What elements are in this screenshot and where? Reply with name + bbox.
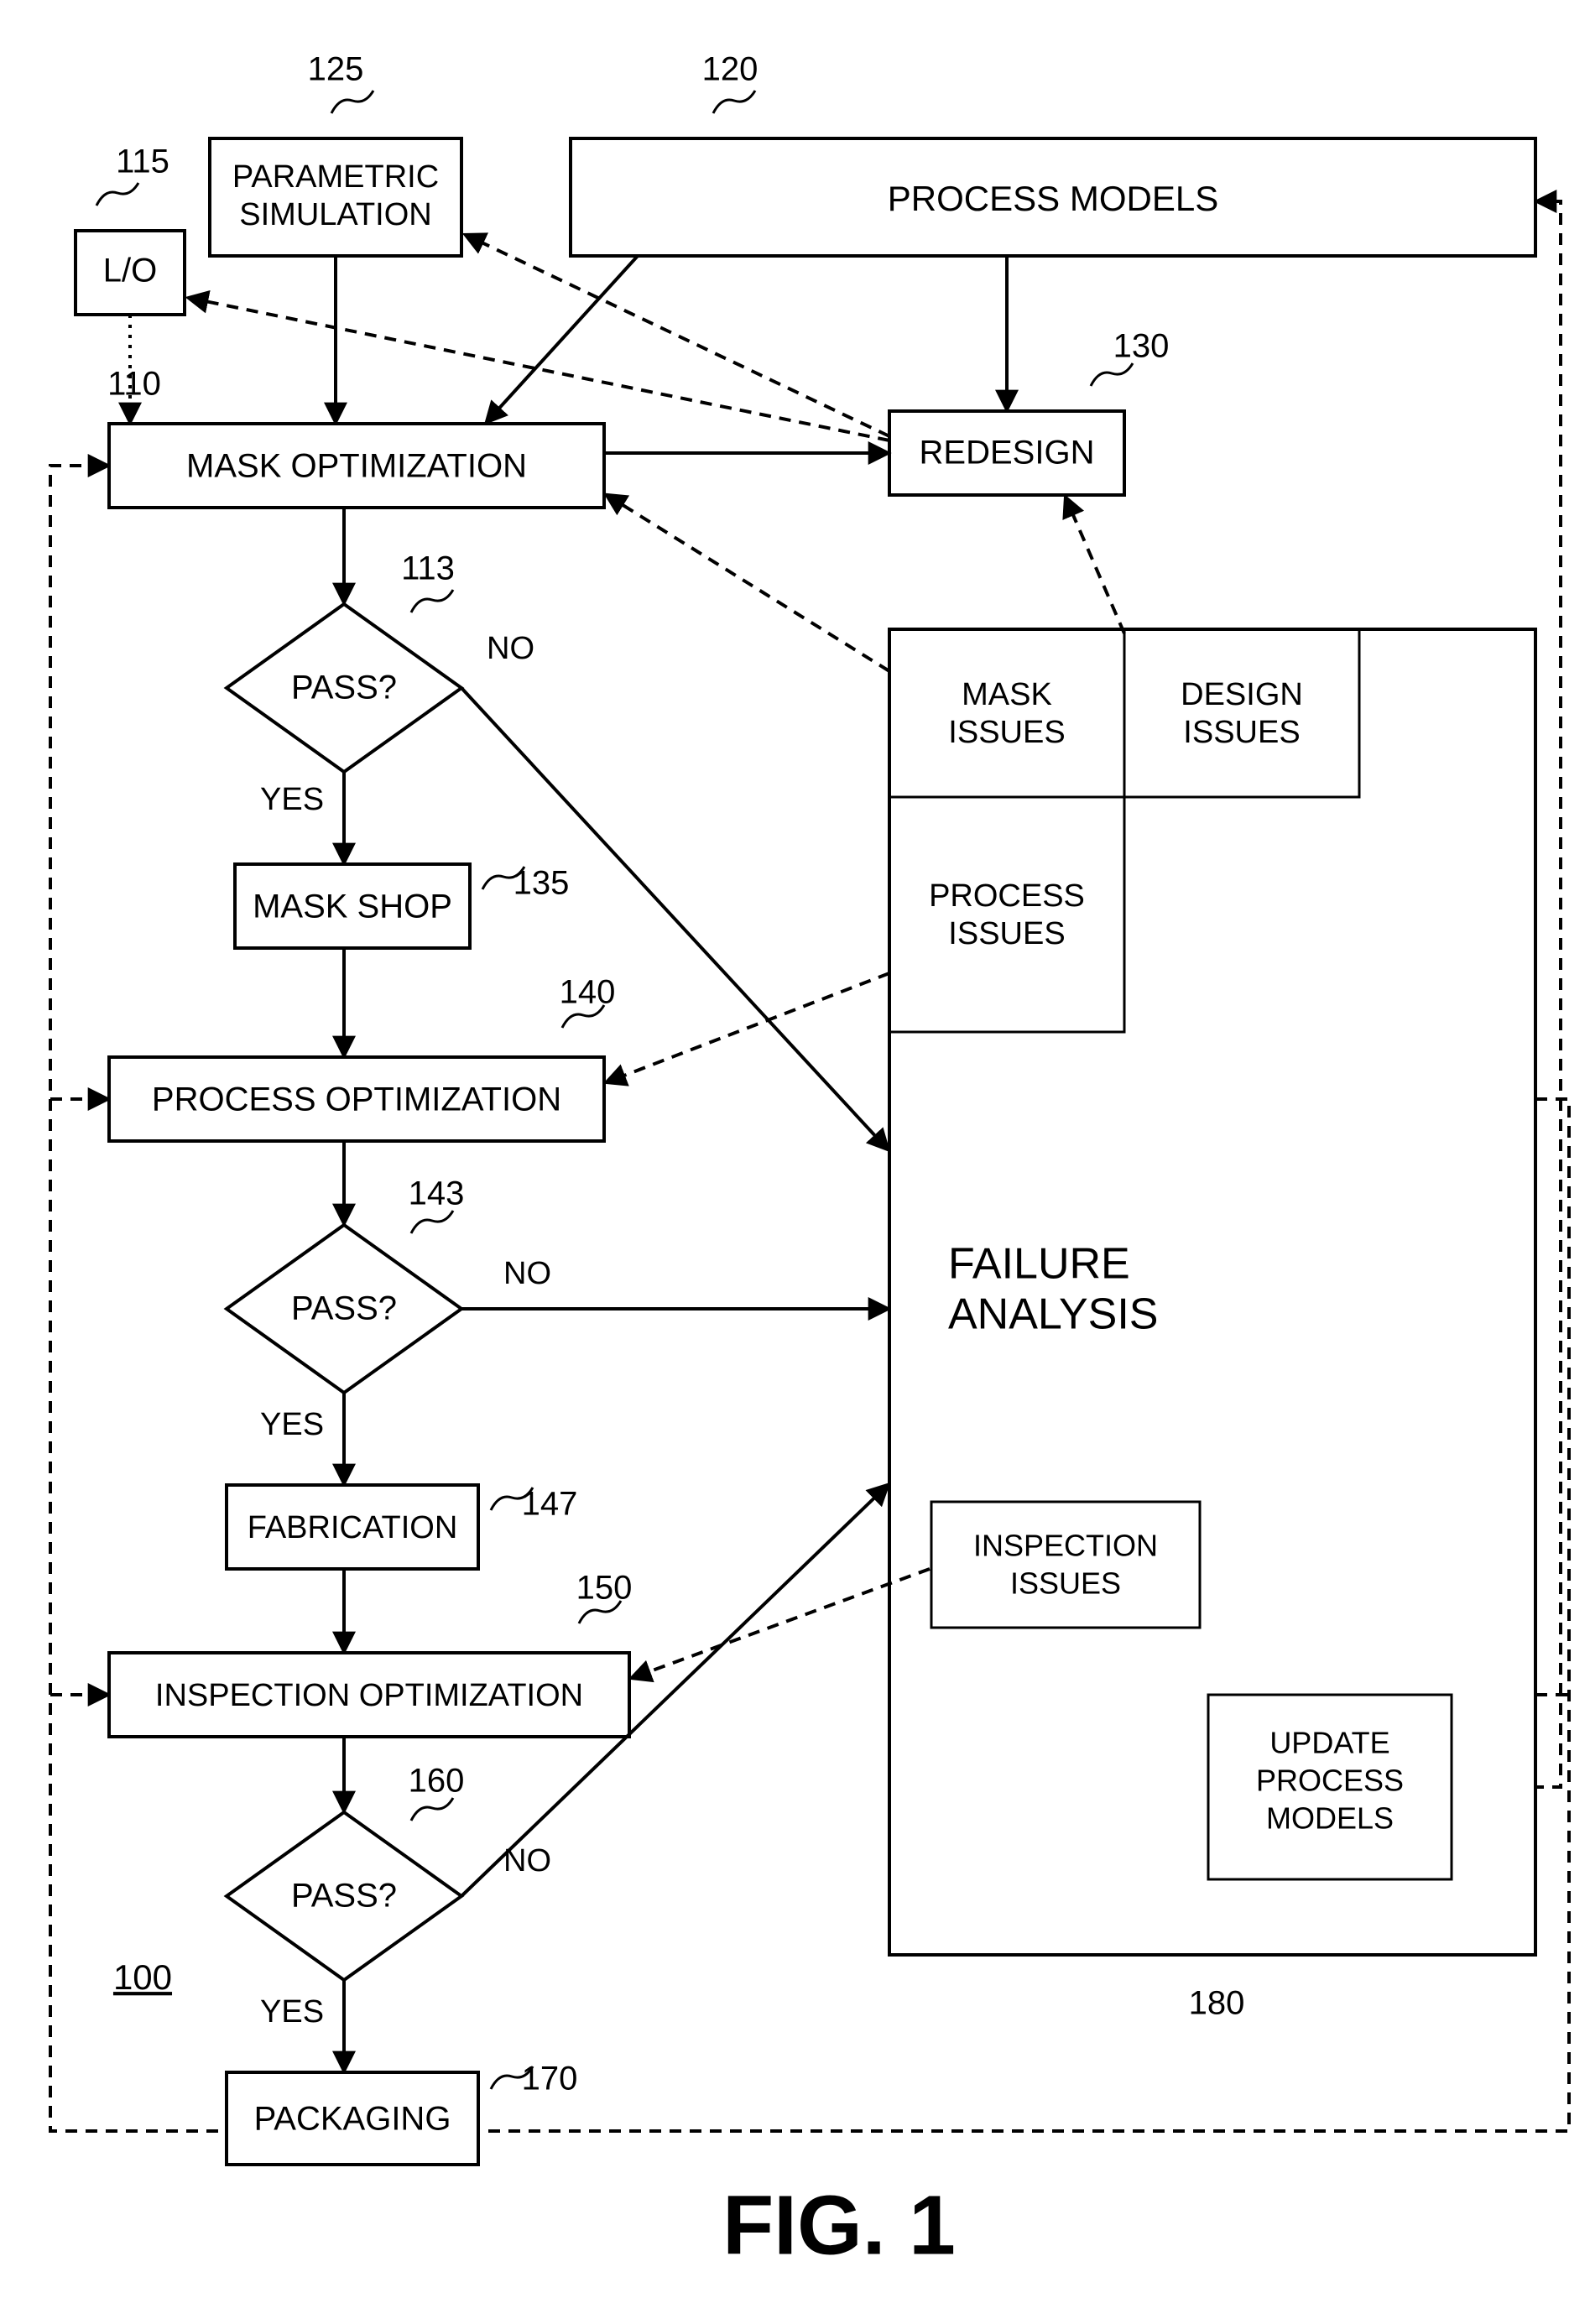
packaging-ref: 170 xyxy=(522,2061,578,2097)
mask-opt-ref: 110 xyxy=(107,366,161,403)
fabrication-ref: 147 xyxy=(522,1486,578,1523)
design-issues-2: ISSUES xyxy=(1183,715,1300,750)
edge-redesign-to-lo xyxy=(189,298,889,440)
redesign-ref: 130 xyxy=(1113,328,1170,365)
node-inspection-opt: INSPECTION OPTIMIZATION 150 xyxy=(109,1570,632,1737)
node-failure: FAILURE ANALYSIS 180 xyxy=(889,629,1535,2022)
parametric-ref: 125 xyxy=(308,51,364,88)
process-opt-label: PROCESS OPTIMIZATION xyxy=(152,1081,561,1118)
node-process-models: PROCESS MODELS 120 xyxy=(571,51,1535,256)
flowchart: L/O 115 PARAMETRIC SIMULATION 125 PROCES… xyxy=(0,0,1590,2324)
node-mask-shop: MASK SHOP 135 xyxy=(235,864,569,948)
pass2-ref: 143 xyxy=(409,1175,465,1212)
mask-issues-1: MASK xyxy=(962,677,1052,712)
pass2-yes: YES xyxy=(260,1407,324,1442)
pass1-yes: YES xyxy=(260,782,324,817)
lo-label: L/O xyxy=(103,253,157,289)
node-mask-opt: MASK OPTIMIZATION 110 xyxy=(107,366,604,508)
node-process-opt: PROCESS OPTIMIZATION 140 xyxy=(109,974,615,1141)
pass1-label: PASS? xyxy=(291,670,397,706)
inspection-opt-ref: 150 xyxy=(576,1570,633,1607)
edge-redesign-to-parametric xyxy=(466,235,889,436)
failure-ref: 180 xyxy=(1189,1985,1245,2022)
redesign-label: REDESIGN xyxy=(920,435,1095,472)
pass2-label: PASS? xyxy=(291,1290,397,1327)
process-models-label: PROCESS MODELS xyxy=(888,179,1218,218)
failure-label-1: FAILURE xyxy=(948,1240,1130,1289)
node-packaging: PACKAGING 170 xyxy=(227,2061,577,2165)
process-opt-ref: 140 xyxy=(560,974,616,1011)
mask-shop-ref: 135 xyxy=(513,865,570,902)
pass1-no: NO xyxy=(487,631,534,666)
mask-opt-label: MASK OPTIMIZATION xyxy=(186,448,527,485)
process-models-ref: 120 xyxy=(702,51,759,88)
node-fabrication: FABRICATION 147 xyxy=(227,1485,577,1569)
node-lo: L/O 115 xyxy=(76,143,185,315)
update-models-3: MODELS xyxy=(1266,1801,1394,1836)
pass1-ref: 113 xyxy=(401,550,455,587)
fabrication-label: FABRICATION xyxy=(248,1510,458,1545)
inspection-issues-1: INSPECTION xyxy=(973,1529,1158,1563)
pass3-ref: 160 xyxy=(409,1763,465,1800)
figure-label: FIG. 1 xyxy=(722,2178,956,2272)
inspection-opt-label: INSPECTION OPTIMIZATION xyxy=(155,1678,583,1713)
pass2-no: NO xyxy=(503,1256,551,1291)
node-redesign: REDESIGN 130 xyxy=(889,328,1169,495)
failure-label-2: ANALYSIS xyxy=(948,1290,1158,1339)
update-models-1: UPDATE xyxy=(1269,1726,1389,1760)
update-models-2: PROCESS xyxy=(1256,1764,1404,1798)
edge-design-issues-to-redesign xyxy=(1066,498,1124,633)
mask-shop-label: MASK SHOP xyxy=(253,888,452,925)
edge-process-issues-to-procopt xyxy=(607,973,889,1082)
lo-ref: 115 xyxy=(116,143,169,180)
packaging-label: PACKAGING xyxy=(254,2101,451,2138)
edge-processmodels-to-maskopt xyxy=(487,256,638,422)
design-issues-1: DESIGN xyxy=(1181,677,1303,712)
mask-issues-2: ISSUES xyxy=(948,715,1065,750)
edge-mask-issues-to-maskopt xyxy=(607,495,889,671)
inspection-issues-2: ISSUES xyxy=(1010,1566,1121,1601)
pass3-label: PASS? xyxy=(291,1878,397,1915)
parametric-label-1: PARAMETRIC xyxy=(232,159,439,195)
figure-ref: 100 xyxy=(113,1957,172,1997)
process-issues-2: ISSUES xyxy=(948,916,1065,951)
process-issues-1: PROCESS xyxy=(929,878,1085,914)
pass3-yes: YES xyxy=(260,1994,324,2030)
parametric-label-2: SIMULATION xyxy=(239,197,431,232)
node-parametric: PARAMETRIC SIMULATION 125 xyxy=(210,51,461,256)
edge-inspection-issues-to-inspopt xyxy=(632,1569,930,1678)
